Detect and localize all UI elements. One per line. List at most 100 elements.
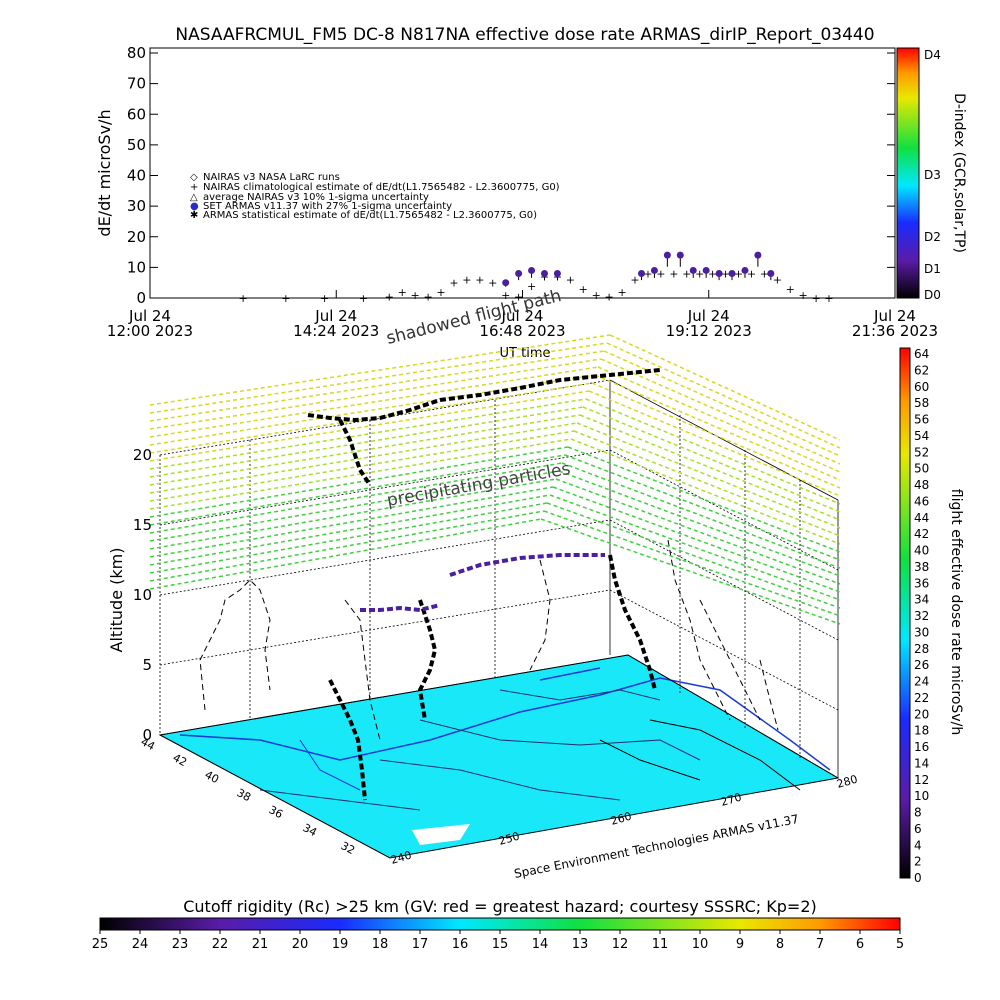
dose-layer-line xyxy=(591,382,841,489)
dose-layer-line xyxy=(149,382,593,454)
armas-point xyxy=(741,266,749,274)
dose-layer-line xyxy=(149,510,545,582)
y-tick-label: 0 xyxy=(136,289,146,307)
nairas-point: + xyxy=(579,283,588,296)
d-index-tick: D2 xyxy=(924,230,941,244)
dose-layer-line xyxy=(570,438,841,545)
dose-layer-line xyxy=(603,350,841,457)
dose-layer-line xyxy=(149,446,569,518)
cutoff-rigidity-tick: 5 xyxy=(896,937,904,952)
cutoff-rigidity-tick: 17 xyxy=(412,937,429,952)
nairas-point: + xyxy=(786,283,795,296)
latitude-tick: 38 xyxy=(235,786,253,804)
top-y-axis: 0 10 20 30 40 50 60 70 80 xyxy=(127,44,895,307)
d-index-colorbar xyxy=(896,47,920,299)
flight-path-dose xyxy=(360,553,605,613)
3d-box-grid xyxy=(159,379,839,859)
legend-entry-4: ARMAS statistical estimate of dE/dt(L1.7… xyxy=(203,210,537,221)
dose-layer-line xyxy=(597,366,841,473)
nairas-point: + xyxy=(799,289,808,302)
nairas-point: + xyxy=(734,268,743,281)
cutoff-rigidity-tick: 24 xyxy=(132,937,149,952)
altitude-tick: 0 xyxy=(142,726,152,744)
d-index-ticks: D4 D3 D2 D1 D0 xyxy=(924,48,941,302)
y-tick-label: 30 xyxy=(127,197,146,215)
nairas-point: + xyxy=(436,286,445,299)
dose-colorbar-tick: 32 xyxy=(914,609,929,623)
dose-colorbar-tick: 62 xyxy=(914,363,929,377)
dose-colorbar-tick: 52 xyxy=(914,445,929,459)
dose-colorbar-tick: 36 xyxy=(914,576,929,590)
cutoff-rigidity-tick: 14 xyxy=(532,937,549,952)
longitude-tick: 250 xyxy=(497,830,521,848)
armas-point xyxy=(728,270,736,277)
x-tick-label: Jul 24 xyxy=(501,307,544,325)
nairas-point: + xyxy=(475,274,484,287)
dose-colorbar-tick: 26 xyxy=(914,658,929,672)
cutoff-rigidity-tick: 20 xyxy=(292,937,309,952)
armas-point xyxy=(637,270,645,277)
dose-layer-line xyxy=(573,430,841,537)
dose-layer-line xyxy=(149,494,551,566)
longitude-tick: 270 xyxy=(719,791,743,809)
dose-colorbar-tick: 38 xyxy=(914,560,929,574)
cutoff-rigidity-tick: 21 xyxy=(252,937,269,952)
cutoff-rigidity-tick: 7 xyxy=(816,937,824,952)
dose-layer-line xyxy=(149,430,575,502)
armas-point xyxy=(689,266,697,274)
top-series: + + + + + + + + ++ + + ++ +++ + ++ + + ++ + + + + + + + + + + ++ + + + xyxy=(239,251,834,305)
dose-colorbar-tick: 14 xyxy=(914,756,929,770)
latitude-tick: 40 xyxy=(203,768,221,786)
altitude-tick: 15 xyxy=(133,516,152,534)
armas-point xyxy=(528,266,536,274)
dose-layer-line xyxy=(600,358,841,465)
cutoff-rigidity-tick: 9 xyxy=(736,937,744,952)
dose-colorbar-tick: 8 xyxy=(914,806,922,820)
armas-point xyxy=(702,266,710,274)
dose-layer-line xyxy=(149,414,581,486)
nairas-point: + xyxy=(239,292,248,305)
dose-layer-line xyxy=(609,334,841,441)
legend-symbol-4: ✱ xyxy=(190,210,198,221)
armas-point xyxy=(715,270,723,277)
dose-layer-line xyxy=(549,494,841,601)
nairas-point: + xyxy=(411,289,420,302)
dose-colorbar-tick: 4 xyxy=(914,838,922,852)
dose-colorbar-tick: 46 xyxy=(914,494,929,508)
latitude-tick: 44 xyxy=(139,735,157,753)
dose-colorbar-tick: 10 xyxy=(914,789,929,803)
dose-layer-line xyxy=(149,406,584,478)
longitude-ticks: 240 250 260 270 280 xyxy=(389,773,859,867)
y-tick-label: 10 xyxy=(127,258,146,276)
d-index-tick: D3 xyxy=(924,168,941,182)
y-tick-label: 40 xyxy=(127,167,146,185)
legend-entry-2: average NAIRAS v3 10% 1-sigma uncertaint… xyxy=(203,192,429,203)
x-tick-label: Jul 24 xyxy=(314,307,357,325)
y-tick-label: 60 xyxy=(127,105,146,123)
cutoff-rigidity-tick: 12 xyxy=(612,937,629,952)
nairas-point: + xyxy=(449,277,458,290)
x-tick-label: Jul 24 xyxy=(687,307,730,325)
nairas-point: + xyxy=(630,274,639,287)
dose-colorbar-tick: 28 xyxy=(914,642,929,656)
nairas-point: + xyxy=(592,289,601,302)
nairas-point: + xyxy=(527,280,536,293)
y-tick-label: 70 xyxy=(127,75,146,93)
legend-symbol-3: ● xyxy=(190,201,199,212)
dose-colorbar-tick: 30 xyxy=(914,625,929,639)
cutoff-rigidity-tick: 22 xyxy=(212,937,229,952)
dose-colorbar xyxy=(899,347,911,879)
dose-colorbar-tick: 48 xyxy=(914,478,929,492)
cutoff-rigidity-tick: 18 xyxy=(372,937,389,952)
dose-layer-line xyxy=(149,398,587,470)
dose-colorbar-tick: 16 xyxy=(914,740,929,754)
dose-colorbar-label: flight effective dose rate microSv/h xyxy=(948,489,964,735)
x-tick-label: Jul 24 xyxy=(873,307,916,325)
legend-symbol-1: + xyxy=(190,182,198,193)
dose-colorbar-tick: 20 xyxy=(914,707,929,721)
dose-colorbar-tick: 6 xyxy=(914,822,922,836)
y-tick-label: 50 xyxy=(127,136,146,154)
x-tick-label: 19:12 2023 xyxy=(666,322,752,340)
dose-layer-line xyxy=(149,478,557,550)
latitude-tick: 36 xyxy=(267,803,285,821)
